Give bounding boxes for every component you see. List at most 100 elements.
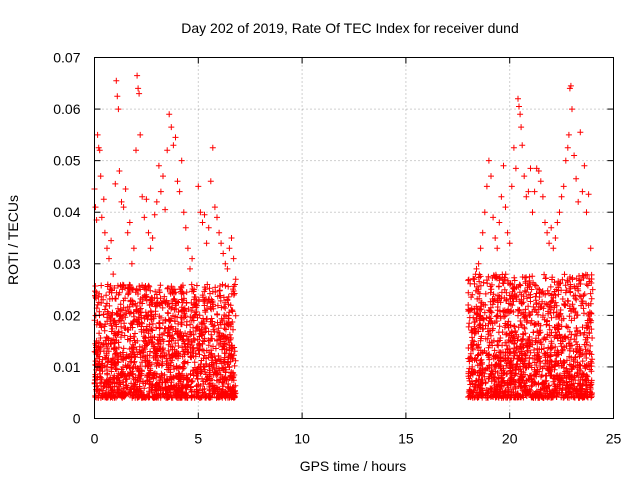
data-point (579, 188, 586, 195)
data-point (507, 380, 514, 387)
data-point (164, 332, 171, 339)
data-point (505, 318, 512, 325)
data-point (493, 313, 500, 320)
data-point (224, 394, 231, 401)
data-point (113, 310, 120, 317)
data-point (211, 353, 218, 360)
data-point (510, 309, 517, 315)
data-point (207, 178, 214, 185)
y-tick-label: 0 (73, 411, 81, 427)
data-point (103, 394, 110, 401)
data-point (195, 347, 202, 354)
data-point (564, 368, 571, 375)
data-point (580, 394, 587, 401)
data-point (92, 204, 99, 211)
data-point (100, 196, 107, 203)
data-point (485, 157, 492, 164)
data-point (548, 393, 554, 400)
data-point (211, 204, 218, 211)
data-point (215, 365, 222, 372)
data-point (214, 336, 221, 343)
data-point (160, 338, 167, 345)
data-point (193, 282, 200, 289)
data-point (475, 328, 482, 335)
data-point (146, 352, 153, 359)
data-point (117, 301, 124, 308)
data-point (210, 343, 216, 350)
data-point (170, 142, 177, 149)
data-point (174, 314, 181, 321)
data-point (521, 287, 528, 294)
data-point (584, 319, 591, 326)
data-point (155, 162, 162, 169)
data-point (184, 245, 191, 252)
data-point (559, 296, 566, 302)
data-point (549, 297, 556, 304)
data-point (573, 175, 580, 182)
data-point (544, 229, 551, 236)
data-point (515, 307, 522, 314)
data-point (216, 229, 223, 236)
data-point (508, 183, 515, 190)
data-point (130, 319, 137, 325)
data-point (515, 333, 522, 340)
data-point (166, 351, 173, 358)
data-point (466, 365, 473, 372)
data-point (512, 329, 519, 336)
data-point (531, 188, 538, 195)
data-point (579, 376, 586, 383)
data-point (231, 394, 238, 401)
data-point (181, 295, 187, 302)
data-point (170, 363, 177, 370)
data-point (467, 350, 474, 357)
data-point (189, 342, 195, 348)
data-point (137, 363, 144, 370)
data-point (583, 350, 590, 357)
data-point (473, 287, 479, 294)
data-point (127, 335, 134, 342)
data-point (129, 348, 136, 355)
data-point (104, 245, 110, 252)
data-point (172, 340, 179, 347)
data-point (156, 331, 163, 338)
data-point (503, 296, 510, 303)
data-point (168, 359, 174, 366)
data-point (472, 318, 479, 325)
data-point (555, 351, 562, 358)
data-point (146, 394, 153, 401)
data-point (194, 370, 201, 377)
data-point (536, 330, 543, 337)
data-point (504, 321, 511, 328)
data-point (185, 336, 192, 343)
data-point (109, 325, 116, 332)
data-point (187, 321, 194, 328)
data-point (519, 345, 526, 352)
data-point (230, 255, 237, 262)
data-point (466, 392, 473, 399)
data-point (115, 359, 122, 366)
data-point (496, 355, 503, 361)
data-point (479, 391, 486, 397)
data-point (584, 272, 591, 278)
data-point (215, 333, 222, 340)
data-point (226, 363, 233, 370)
data-point (488, 281, 495, 288)
data-point (206, 381, 212, 388)
data-point (169, 344, 176, 350)
data-point (496, 219, 503, 226)
data-point (530, 329, 537, 336)
data-point (101, 362, 108, 369)
data-point (137, 306, 143, 313)
data-point (187, 370, 194, 377)
data-point (537, 304, 544, 311)
data-point (537, 178, 544, 185)
data-point (215, 394, 222, 401)
data-point (205, 224, 212, 231)
data-point (126, 387, 132, 393)
data-point (486, 364, 493, 371)
data-point (495, 299, 501, 306)
data-point (581, 329, 588, 336)
data-point (492, 274, 499, 281)
data-point (552, 329, 559, 336)
data-point (163, 360, 170, 367)
